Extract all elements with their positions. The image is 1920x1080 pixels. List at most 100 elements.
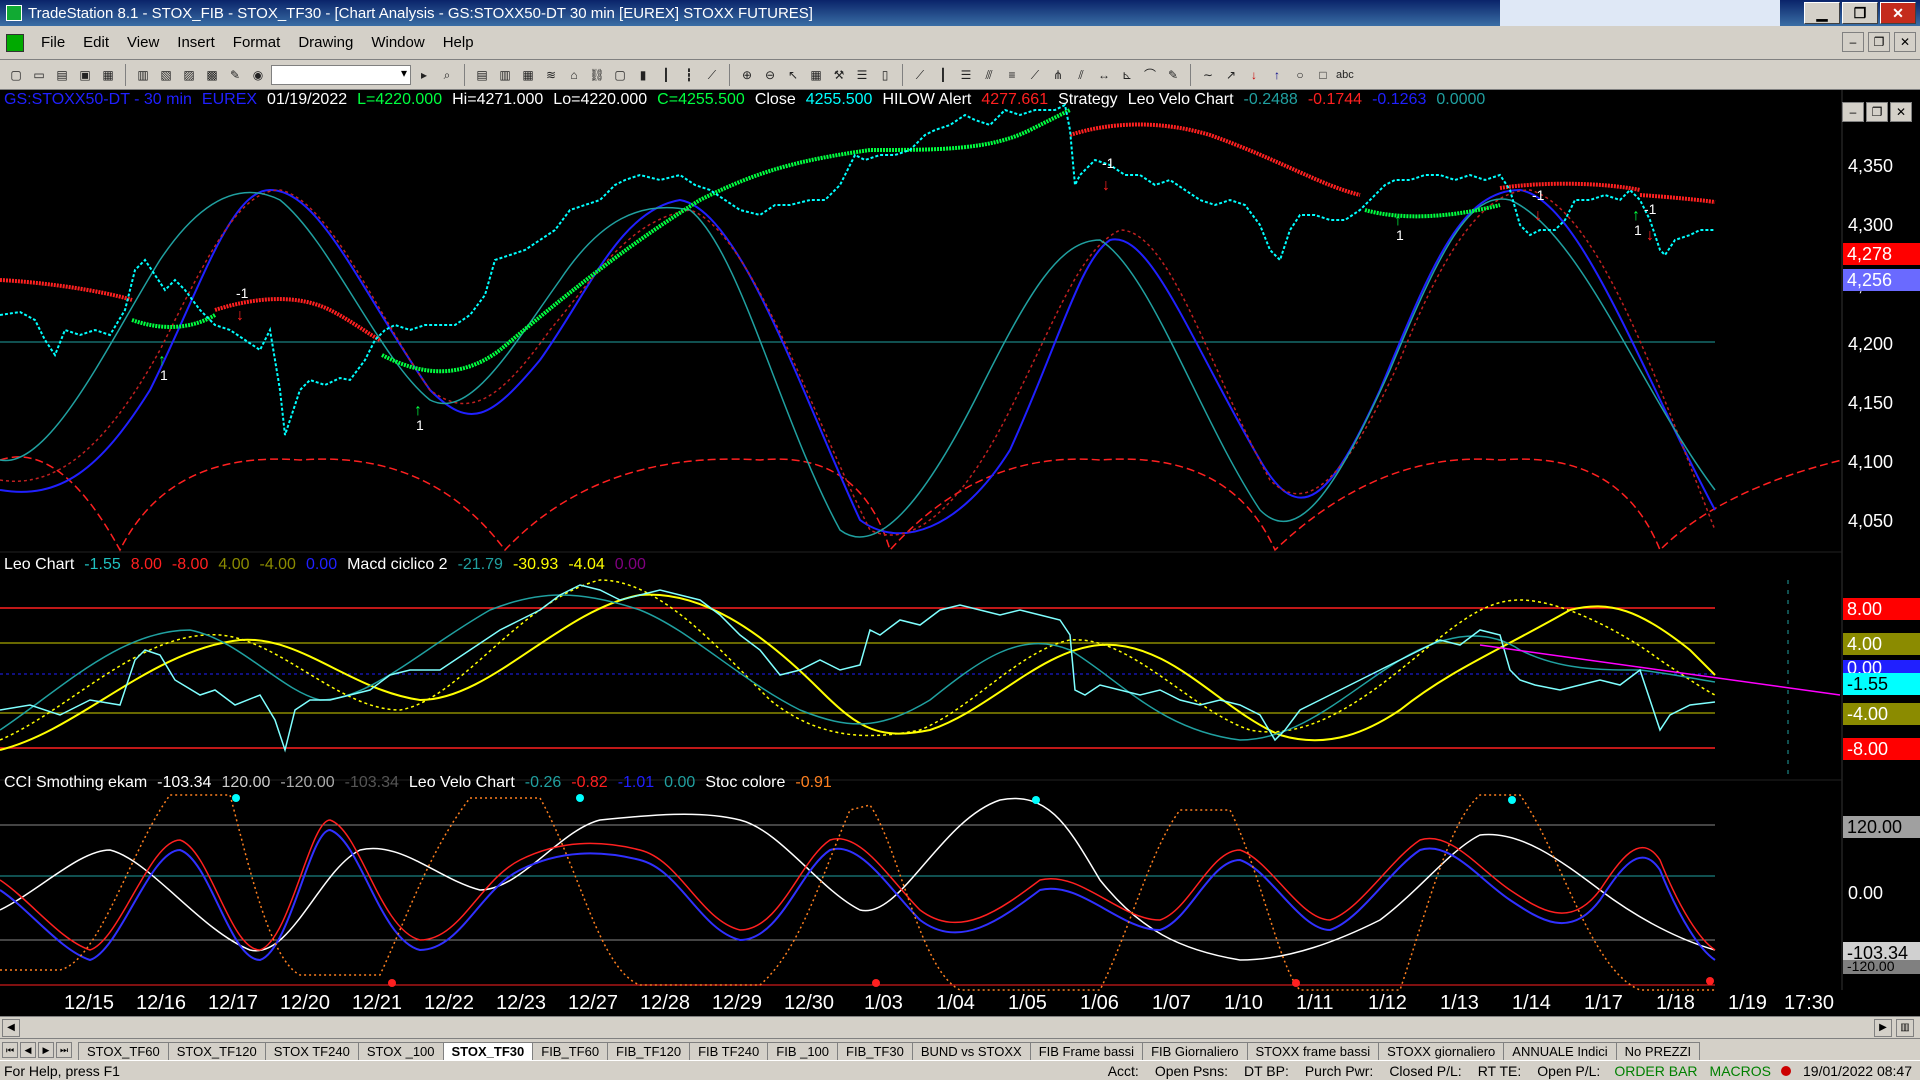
open-workspace-icon[interactable]: ▤ bbox=[56, 67, 68, 82]
tab-stox-tf60[interactable]: STOX_TF60 bbox=[78, 1042, 169, 1060]
tab-stoxx-giornaliero[interactable]: STOXX giornaliero bbox=[1378, 1042, 1505, 1060]
tab-bund-vs-stoxx[interactable]: BUND vs STOXX bbox=[911, 1042, 1031, 1060]
ellipse-icon[interactable]: ○ bbox=[1296, 67, 1304, 82]
menu-edit[interactable]: Edit bbox=[83, 34, 110, 51]
link-icon[interactable]: ⛓ bbox=[589, 67, 605, 82]
trendline-icon[interactable]: ⟋ bbox=[915, 67, 925, 82]
chart-area[interactable]: 1 ↑ -1 ↓ 1 ↑ -1 ↓ 1 ↑ -1 ↓ 1 ↑ -1 ↓ bbox=[0, 90, 1920, 1038]
properties-icon[interactable]: ☰ bbox=[856, 67, 868, 82]
menu-insert[interactable]: Insert bbox=[177, 34, 215, 51]
quote-icon[interactable]: ≋ bbox=[545, 67, 557, 82]
copy-icon[interactable]: ▨ bbox=[183, 67, 195, 82]
new-file-icon[interactable]: ▢ bbox=[10, 67, 22, 82]
scroll-left-icon[interactable]: ◀ bbox=[2, 1019, 20, 1037]
data-window-icon[interactable]: ▦ bbox=[810, 67, 822, 82]
regression-icon[interactable]: ⫽ bbox=[1078, 67, 1084, 82]
ohlc-icon[interactable]: ┃ bbox=[662, 67, 670, 82]
scanner-icon[interactable]: ⌂ bbox=[570, 67, 578, 82]
tab-fib-tf120[interactable]: FIB_TF120 bbox=[607, 1042, 691, 1060]
price-chart[interactable]: 1 ↑ -1 ↓ 1 ↑ -1 ↓ 1 ↑ -1 ↓ 1 ↑ -1 ↓ bbox=[0, 90, 1920, 1038]
globe-icon[interactable]: ◉ bbox=[252, 67, 264, 82]
scroll-right-icon[interactable]: ▶ bbox=[1874, 1019, 1892, 1037]
text-tool-button[interactable]: abc bbox=[1336, 68, 1354, 81]
tab-stox-100[interactable]: STOX _100 bbox=[357, 1042, 444, 1060]
tab-fib-frame-bassi[interactable]: FIB Frame bassi bbox=[1029, 1042, 1144, 1060]
vertical-lines-icon[interactable]: ┃ bbox=[939, 67, 947, 82]
tab-fib-tf60[interactable]: FIB_TF60 bbox=[532, 1042, 609, 1060]
pitchfork-icon[interactable]: ⋔ bbox=[1052, 67, 1064, 82]
freehand-icon[interactable]: ∼ bbox=[1202, 67, 1214, 82]
tab-stoxx-frame-bassi[interactable]: STOXX frame bassi bbox=[1246, 1042, 1380, 1060]
candle-icon[interactable]: ┇ bbox=[685, 67, 693, 82]
page-icon[interactable]: ▯ bbox=[881, 67, 889, 82]
chart-restore-button[interactable]: ❐ bbox=[1866, 102, 1888, 122]
tab-stox-tf30[interactable]: STOX_TF30 bbox=[442, 1042, 534, 1060]
menu-help[interactable]: Help bbox=[442, 34, 474, 51]
tab-no-prezzi[interactable]: No PREZZI bbox=[1615, 1042, 1701, 1060]
save-all-icon[interactable]: ▦ bbox=[102, 67, 114, 82]
tab-prev-icon[interactable]: ◀ bbox=[20, 1042, 36, 1058]
down-arrow-icon[interactable]: ↓ bbox=[1251, 67, 1257, 82]
bar-style-icon[interactable]: ▮ bbox=[639, 67, 647, 82]
mdi-minimize-button[interactable]: – bbox=[1842, 32, 1864, 52]
line-style-icon[interactable]: ⟋ bbox=[707, 67, 717, 82]
print-icon[interactable]: ▥ bbox=[137, 67, 149, 82]
gann-icon[interactable]: ⟋ bbox=[1030, 67, 1040, 82]
open-icon[interactable]: ▭ bbox=[33, 67, 45, 82]
tab-stox-tf240[interactable]: STOX TF240 bbox=[264, 1042, 359, 1060]
status-order-bar[interactable]: ORDER BAR bbox=[1614, 1062, 1698, 1079]
arc-icon[interactable]: ⌒ bbox=[1143, 67, 1156, 82]
tools-icon[interactable]: ✎ bbox=[229, 67, 241, 82]
tab-first-icon[interactable]: ⏮ bbox=[2, 1042, 18, 1058]
zoom-in-icon[interactable]: ⊕ bbox=[741, 67, 753, 82]
tab-fib-tf240[interactable]: FIB TF240 bbox=[689, 1042, 769, 1060]
tab-fib-100[interactable]: FIB _100 bbox=[767, 1042, 839, 1060]
minimize-button[interactable]: ▁ bbox=[1804, 2, 1840, 24]
channel-icon[interactable]: ⫻ bbox=[985, 67, 993, 82]
tab-stox-tf120[interactable]: STOX_TF120 bbox=[167, 1042, 266, 1060]
play-icon[interactable]: ▸ bbox=[420, 67, 428, 82]
horizontal-lines-icon[interactable]: ☰ bbox=[960, 67, 972, 82]
tab-fib-giornaliero[interactable]: FIB Giornaliero bbox=[1142, 1042, 1248, 1060]
zoom-out-icon[interactable]: ⊖ bbox=[764, 67, 776, 82]
lock-icon[interactable]: ▩ bbox=[206, 67, 218, 82]
symbol-combo[interactable] bbox=[271, 64, 411, 85]
toolbar: ▢ ▭ ▤ ▣ ▦ ▥ ▧ ▨ ▩ ✎ ◉ ▸ ⌕ ▤ ▥ ▦ ≋ ⌂ ⛓ ▢ … bbox=[0, 60, 1920, 90]
tab-last-icon[interactable]: ⏭ bbox=[56, 1042, 72, 1058]
chart-icon[interactable]: ▤ bbox=[476, 67, 488, 82]
chart-minimize-button[interactable]: – bbox=[1842, 102, 1864, 122]
speed-line-icon[interactable]: ⊾ bbox=[1121, 67, 1133, 82]
menu-format[interactable]: Format bbox=[232, 34, 281, 51]
menu-drawing[interactable]: Drawing bbox=[298, 34, 354, 51]
tab-annuale-indici[interactable]: ANNUALE Indici bbox=[1503, 1042, 1617, 1060]
tab-fib-tf30[interactable]: FIB_TF30 bbox=[837, 1042, 913, 1060]
arrow-both-icon[interactable]: ↔ bbox=[1098, 67, 1110, 82]
pen-icon[interactable]: ✎ bbox=[1167, 67, 1179, 82]
menu-window[interactable]: Window bbox=[371, 34, 425, 51]
horizontal-scrollbar[interactable]: ◀ ▶ ▥ bbox=[0, 1016, 1920, 1038]
menu-file[interactable]: File bbox=[41, 34, 66, 51]
up-arrow-icon[interactable]: ↑ bbox=[1274, 67, 1280, 82]
close-button[interactable]: ✕ bbox=[1880, 2, 1916, 24]
scroll-zoom-icon[interactable]: ▥ bbox=[1896, 1019, 1914, 1037]
tab-next-icon[interactable]: ▶ bbox=[38, 1042, 54, 1058]
hammer-icon[interactable]: ⚒ bbox=[833, 67, 845, 82]
pointer-icon[interactable]: ↖ bbox=[787, 67, 799, 82]
mdi-close-button[interactable]: ✕ bbox=[1894, 32, 1916, 52]
save-icon[interactable]: ▣ bbox=[79, 67, 91, 82]
arrow-icon[interactable]: ↗ bbox=[1225, 67, 1237, 82]
chart-close-button[interactable]: ✕ bbox=[1890, 102, 1912, 122]
maximize-button[interactable]: ❐ bbox=[1842, 2, 1878, 24]
chart-window-icon[interactable] bbox=[6, 33, 24, 52]
search-icon[interactable]: ⌕ bbox=[443, 67, 451, 82]
menu-view[interactable]: View bbox=[127, 34, 160, 51]
print-preview-icon[interactable]: ▧ bbox=[160, 67, 172, 82]
window-icon[interactable]: ▢ bbox=[614, 67, 626, 82]
fib-icon[interactable]: ≡ bbox=[1008, 67, 1016, 82]
buy-signal-label: 1 bbox=[1634, 222, 1642, 238]
radar-icon[interactable]: ▥ bbox=[499, 67, 511, 82]
status-macros[interactable]: MACROS bbox=[1709, 1062, 1771, 1079]
grid-icon[interactable]: ▦ bbox=[522, 67, 534, 82]
rectangle-icon[interactable]: □ bbox=[1319, 67, 1327, 82]
mdi-restore-button[interactable]: ❐ bbox=[1868, 32, 1890, 52]
